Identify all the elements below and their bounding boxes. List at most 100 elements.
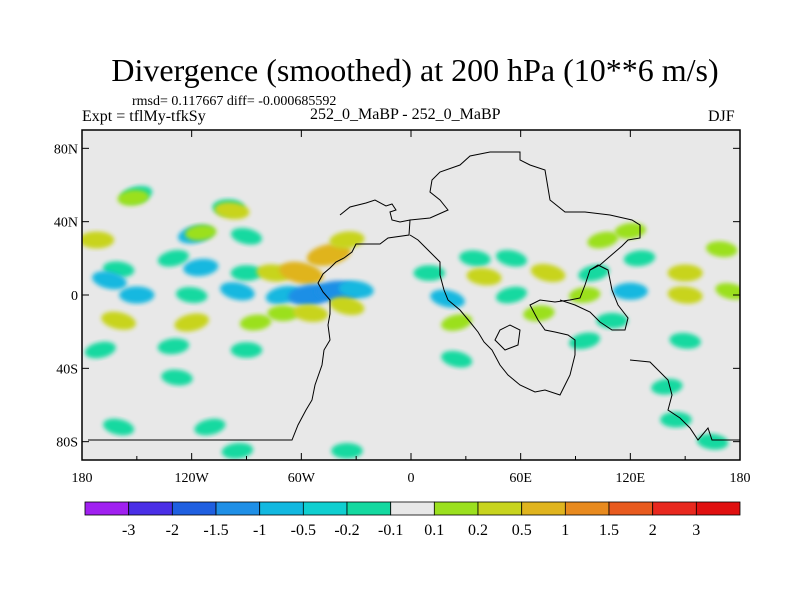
colorbar-label: -1: [253, 522, 266, 539]
x-axis: 180 120W 60W 0 60E 120E 180: [72, 130, 751, 486]
x-tick-label: 180: [72, 471, 93, 486]
field-cell: [221, 442, 254, 459]
field-cell: [103, 418, 135, 436]
x-tick-label: 120W: [175, 471, 210, 486]
y-axis: 80N 40N 0 40S 80S: [54, 142, 740, 451]
field-cell: [338, 280, 374, 299]
experiment-label: Expt = tflMy-tfkSy: [82, 108, 206, 125]
field-cell: [175, 287, 208, 303]
field-cell: [667, 286, 703, 304]
colorbar-swatch: [171, 501, 217, 516]
field-cell: [230, 265, 263, 281]
field-cell: [194, 418, 226, 436]
x-tick-label: 60W: [288, 471, 316, 486]
field-cell: [220, 282, 255, 301]
colorbar-label: 0.5: [512, 522, 532, 539]
arabia-outline: [494, 324, 521, 351]
field-cell: [92, 271, 127, 290]
field-cell: [523, 305, 555, 322]
colorbar-swatch: [652, 501, 697, 516]
field-cell: [495, 286, 528, 304]
colorbar-swatch: [433, 501, 479, 516]
field-cell: [157, 338, 190, 355]
field-cell: [239, 314, 272, 331]
colorbar-label: 0.2: [468, 522, 488, 539]
field-cell: [660, 411, 692, 428]
field-cell: [292, 304, 329, 322]
case-label: 252_0_MaBP - 252_0_MaBP: [310, 106, 501, 123]
field-cell: [185, 224, 217, 241]
colorbar-label: -0.2: [334, 522, 359, 539]
season-label: DJF: [708, 108, 735, 125]
field-cell: [596, 312, 628, 329]
chart-title: Divergence (smoothed) at 200 hPa (10**6 …: [111, 52, 719, 88]
field-cell: [119, 286, 155, 304]
field-cell: [651, 378, 683, 395]
field-cell: [413, 265, 446, 281]
y-tick-label: 40S: [56, 362, 78, 377]
colorbar-swatch: [346, 501, 392, 516]
colorbar-label: -3: [122, 522, 135, 539]
eurasia-outline: [409, 151, 641, 396]
field-cell: [82, 231, 115, 249]
india-outline: [559, 264, 629, 331]
americas-outline: [88, 199, 411, 441]
y-tick-label: 0: [71, 289, 78, 304]
field-cell: [612, 282, 648, 300]
colorbar-label: 1.5: [599, 522, 619, 539]
field-cell: [587, 231, 619, 249]
colorbar-label: 1: [561, 522, 569, 539]
colorbar-label: -1.5: [203, 522, 228, 539]
colorbar-label: -2: [166, 522, 179, 539]
field-cell: [117, 189, 149, 206]
field-cell: [230, 227, 263, 245]
colorbar-swatch: [390, 501, 435, 516]
field-cell: [696, 433, 729, 450]
x-tick-label: 60E: [509, 471, 532, 486]
field-cell: [669, 332, 701, 349]
colorbar-swatch: [564, 501, 610, 516]
colorbar-label: 3: [692, 522, 700, 539]
field-cell: [214, 202, 250, 220]
field-cell: [329, 296, 365, 316]
field-cell: [331, 443, 363, 459]
data-field: [82, 185, 740, 459]
colorbar-swatch: [215, 501, 261, 516]
field-cell: [230, 342, 263, 358]
x-tick-label: 120E: [616, 471, 646, 486]
colorbar-swatch: [608, 501, 654, 516]
field-cell: [569, 332, 601, 350]
colorbar-label: 0.1: [424, 522, 444, 539]
australia-outline: [629, 359, 740, 441]
field-cell: [441, 350, 473, 368]
colorbar-label: 2: [649, 522, 657, 539]
field-cell: [459, 250, 491, 267]
field-cell: [183, 258, 219, 277]
x-tick-label: 180: [730, 471, 751, 486]
colorbar-label: -0.1: [378, 522, 403, 539]
field-cell: [614, 222, 647, 239]
y-tick-label: 80N: [54, 142, 78, 157]
field-cell: [441, 314, 473, 331]
x-tick-label: 0: [408, 471, 415, 486]
colorbar-swatch: [477, 501, 523, 516]
colorbar-swatch: [128, 501, 173, 516]
field-cell: [705, 241, 738, 258]
field-cell: [667, 264, 703, 282]
field-cell: [623, 250, 656, 267]
colorbar-swatch: [521, 501, 566, 516]
continent-outline: [88, 151, 740, 441]
y-tick-label: 40N: [54, 216, 78, 231]
field-cell: [157, 249, 189, 267]
stats-label: rmsd= 0.117667 diff= -0.000685592: [132, 94, 337, 109]
colorbar-label: -0.5: [291, 522, 316, 539]
colorbar-swatch: [695, 501, 741, 516]
field-cell: [84, 341, 116, 359]
colorbar-swatch: [259, 501, 304, 516]
field-cell: [161, 369, 193, 386]
field-cell: [101, 311, 136, 330]
field-cell: [466, 268, 502, 286]
field-cell: [279, 261, 324, 285]
colorbar-swatch: [302, 501, 348, 516]
